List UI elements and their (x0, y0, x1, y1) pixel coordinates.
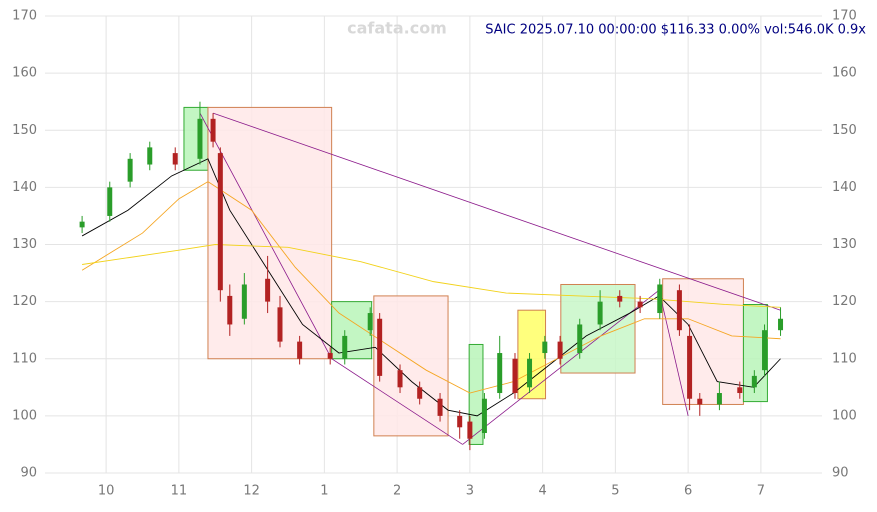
moving-average (81, 181, 781, 394)
candle-body (417, 387, 423, 399)
x-tick-label: 4 (538, 484, 546, 499)
moving-average (82, 244, 781, 308)
y-tick-label-right: 150 (832, 123, 857, 138)
y-tick-label: 90 (20, 466, 37, 481)
y-tick-label: 140 (12, 180, 37, 195)
y-tick-label-right: 90 (832, 466, 849, 481)
x-tick-label: 3 (466, 484, 474, 499)
x-tick-label: 12 (243, 484, 260, 499)
candle-body (217, 153, 223, 291)
candle-body (751, 375, 757, 388)
zone (560, 283, 636, 374)
candle-body (241, 284, 247, 319)
candle-body (497, 353, 503, 394)
y-tick-label: 130 (12, 237, 37, 252)
candle-body (687, 335, 693, 399)
candle-body (762, 330, 768, 371)
candle-body (737, 387, 743, 394)
candle-body (327, 353, 333, 359)
y-tick-label-right: 120 (832, 294, 857, 309)
candle-body (127, 158, 133, 182)
candle-body (637, 301, 643, 308)
candle-body (277, 307, 283, 342)
y-tick-label-right: 170 (832, 9, 857, 24)
candle-body (542, 341, 548, 354)
candle-body (172, 153, 178, 165)
x-tick-label: 5 (611, 484, 619, 499)
candle-body (377, 318, 383, 376)
candle-body (512, 358, 518, 394)
trendline (212, 112, 781, 311)
candle-body (265, 278, 271, 302)
candle-body (397, 370, 403, 388)
y-tick-label: 160 (12, 66, 37, 81)
y-tick-label: 110 (12, 351, 37, 366)
candle-body (481, 398, 487, 434)
candle-body (697, 398, 703, 405)
candle-body (437, 398, 443, 416)
chart-title: SAIC 2025.07.10 00:00:00 $116.33 0.00% v… (485, 23, 866, 38)
candle-body (197, 118, 203, 159)
y-tick-label-right: 140 (832, 180, 857, 195)
y-tick-label-right: 160 (832, 66, 857, 81)
y-tick-label-right: 130 (832, 237, 857, 252)
candle-body (367, 313, 373, 331)
candle-body (107, 187, 113, 216)
y-tick-label: 100 (12, 408, 37, 423)
zone (207, 106, 333, 360)
zone (373, 295, 449, 437)
watermark: cafata.com (347, 19, 447, 38)
candle-body (297, 341, 303, 359)
x-tick-label: 7 (757, 484, 765, 499)
zone (662, 278, 744, 405)
candle-body (467, 421, 473, 439)
candle-body (457, 415, 463, 428)
y-tick-label: 120 (12, 294, 37, 309)
x-tick-label: 6 (684, 484, 692, 499)
y-tick-label-right: 100 (832, 408, 857, 423)
x-tick-label: 2 (393, 484, 401, 499)
candle-body (557, 341, 563, 359)
y-tick-label: 150 (12, 123, 37, 138)
x-tick-label: 11 (171, 484, 188, 499)
candle-body (147, 147, 153, 165)
candle-body (676, 290, 682, 331)
zone (468, 343, 484, 445)
candle-body (227, 295, 233, 325)
candle-body (716, 393, 722, 405)
y-tick-label: 170 (12, 9, 37, 24)
candle-body (657, 284, 663, 314)
candle-body (617, 295, 623, 302)
x-tick-label: 10 (98, 484, 115, 499)
candle-body (79, 221, 85, 228)
candle-body (527, 358, 533, 388)
candle-body (778, 318, 784, 331)
candle-body (342, 335, 348, 359)
candle-body (597, 301, 603, 325)
zone (183, 106, 209, 171)
y-tick-label-right: 110 (832, 351, 857, 366)
candle-body (210, 118, 216, 142)
candle-body (577, 324, 583, 354)
x-tick-label: 1 (320, 484, 328, 499)
